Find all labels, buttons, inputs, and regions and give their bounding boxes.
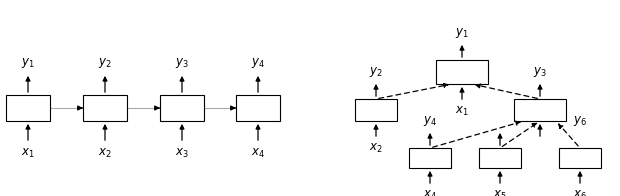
Bar xyxy=(559,148,601,168)
Bar xyxy=(83,95,127,121)
Text: $y_4$: $y_4$ xyxy=(251,56,265,70)
Text: $x_4$: $x_4$ xyxy=(251,146,265,160)
Text: $y_4$: $y_4$ xyxy=(423,114,437,128)
Text: $y_3$: $y_3$ xyxy=(175,56,189,70)
Bar xyxy=(160,95,204,121)
Text: $x_3$: $x_3$ xyxy=(175,146,189,160)
Text: $x_5$: $x_5$ xyxy=(493,188,507,196)
Bar xyxy=(355,99,397,121)
Text: $x_1$: $x_1$ xyxy=(21,146,35,160)
Text: $x_2$: $x_2$ xyxy=(98,146,112,160)
Text: $y_1$: $y_1$ xyxy=(21,56,35,70)
Text: $y_2$: $y_2$ xyxy=(369,65,383,79)
Text: $y_2$: $y_2$ xyxy=(98,56,112,70)
Text: $x_1$: $x_1$ xyxy=(455,104,469,118)
Bar xyxy=(479,148,521,168)
Text: $x_2$: $x_2$ xyxy=(369,142,383,155)
Text: $y_1$: $y_1$ xyxy=(455,26,469,40)
Bar xyxy=(436,60,488,84)
Text: $y_3$: $y_3$ xyxy=(533,65,547,79)
Bar xyxy=(6,95,50,121)
Bar xyxy=(236,95,280,121)
Text: $x_6$: $x_6$ xyxy=(573,188,587,196)
Text: $x_4$: $x_4$ xyxy=(423,188,437,196)
Text: $y_6$: $y_6$ xyxy=(573,114,587,128)
Bar xyxy=(514,99,566,121)
Bar xyxy=(409,148,451,168)
